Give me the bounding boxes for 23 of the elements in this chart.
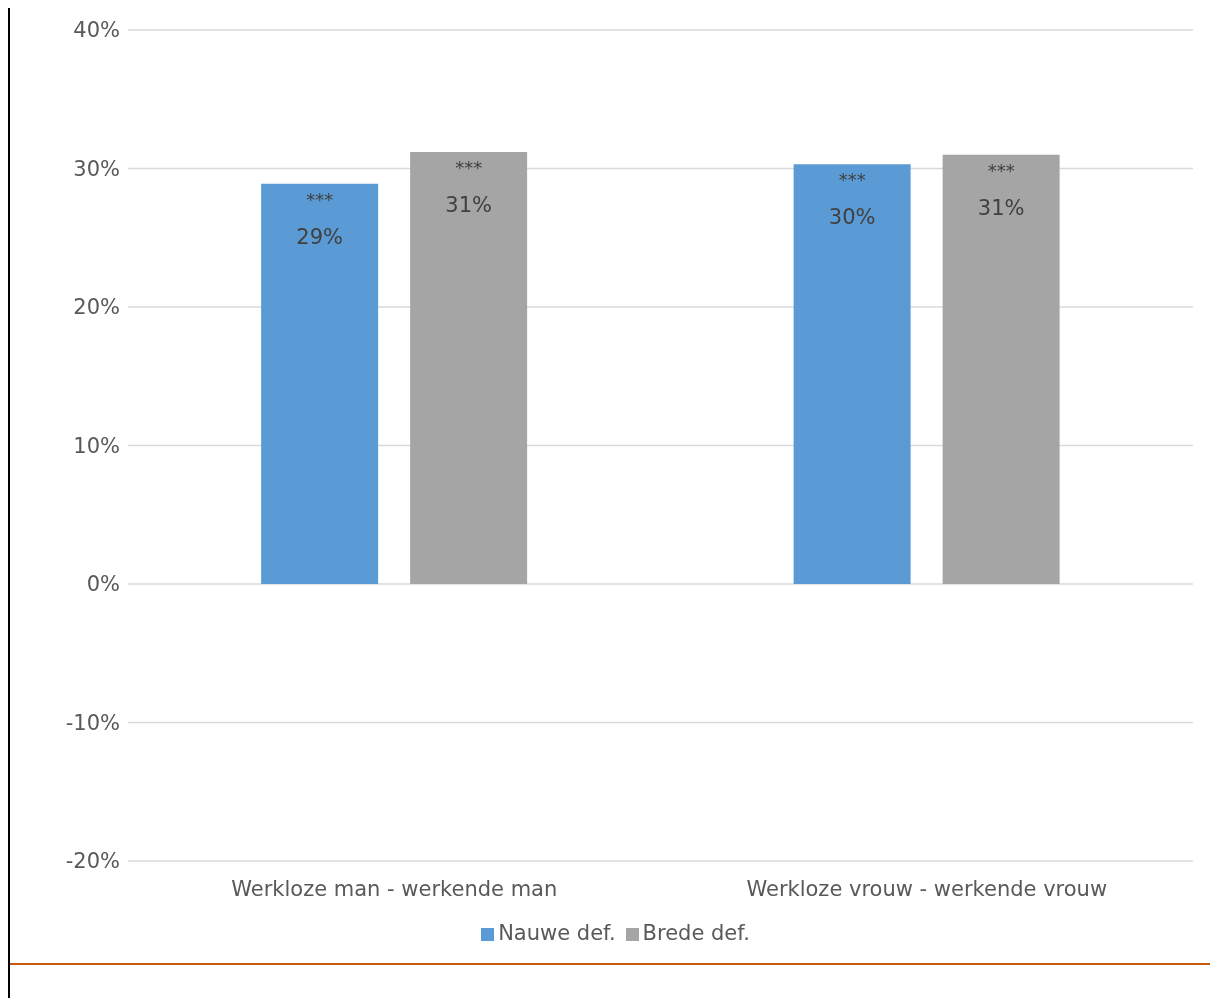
x-tick-label: Werkloze vrouw - werkende vrouw <box>746 876 1108 901</box>
y-tick-label: 10% <box>73 433 120 458</box>
annotation: *** <box>455 156 483 178</box>
y-tick-label: 0% <box>86 572 120 597</box>
annotation: *** <box>987 159 1015 181</box>
y-tick-label: 20% <box>73 295 120 320</box>
y-tick-label: -10% <box>65 710 120 735</box>
bar <box>261 183 379 584</box>
bar <box>793 164 911 584</box>
y-tick-label: 40% <box>73 18 120 43</box>
data-label: 31% <box>445 192 492 217</box>
legend-label: Brede def. <box>642 921 750 945</box>
y-tick-label: 30% <box>73 156 120 181</box>
bar <box>410 151 528 584</box>
data-label: 30% <box>828 205 876 230</box>
legend-label: Nauwe def. <box>498 921 616 945</box>
annotation: *** <box>306 188 334 210</box>
annotation: *** <box>838 169 866 191</box>
y-tick-label: -20% <box>65 849 120 874</box>
bar <box>942 154 1060 584</box>
data-label: 29% <box>296 224 343 249</box>
data-label: 31% <box>977 195 1025 220</box>
x-tick-label: Werkloze man - werkende man <box>231 876 558 901</box>
